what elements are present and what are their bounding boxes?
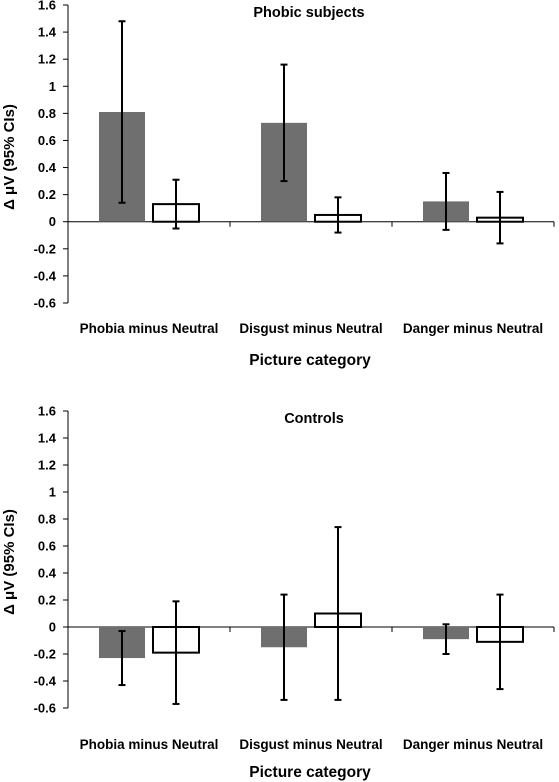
x-axis-label: Picture category <box>249 764 371 781</box>
y-tick-label: 0.2 <box>38 187 56 202</box>
y-tick-label: 1.4 <box>38 25 57 40</box>
y-axis-label: Δ μV (95% CIs) <box>1 509 18 615</box>
y-tick-label: 0.6 <box>38 133 56 148</box>
y-tick-label: -0.6 <box>34 701 56 716</box>
x-axis-label: Picture category <box>249 352 371 369</box>
chart-title: Phobic subjects <box>253 5 364 21</box>
y-tick-label: 1 <box>49 485 56 500</box>
y-tick-label: 0.8 <box>38 106 56 121</box>
y-tick-label: 1.2 <box>38 52 56 67</box>
y-tick-label: 0.4 <box>38 160 57 175</box>
y-tick-label: 1.4 <box>38 431 57 446</box>
chart-panel-controls: Controls Picture category Δ μV (95% CIs)… <box>1 404 555 781</box>
y-tick-label: 1.6 <box>38 404 56 419</box>
chart-panel-phobic: Phobic subjects Picture category Δ μV (9… <box>1 0 555 369</box>
y-tick-label: 1 <box>49 79 56 94</box>
y-tick-label: 0.6 <box>38 539 56 554</box>
y-tick-label: 0.2 <box>38 593 56 608</box>
y-tick-label: 0.4 <box>38 566 57 581</box>
y-tick-label: -0.2 <box>34 647 56 662</box>
category-label: Danger minus Neutral <box>403 321 543 336</box>
y-axis-label: Δ μV (95% CIs) <box>1 104 18 210</box>
category-label: Phobia minus Neutral <box>80 321 219 336</box>
y-tick-label: -0.4 <box>34 268 57 283</box>
category-label: Danger minus Neutral <box>403 737 543 752</box>
y-tick-label: -0.6 <box>34 296 56 311</box>
chart-title: Controls <box>284 411 344 427</box>
category-label: Disgust minus Neutral <box>239 321 382 336</box>
category-label: Disgust minus Neutral <box>239 737 382 752</box>
y-tick-label: 1.6 <box>38 0 56 13</box>
category-label: Phobia minus Neutral <box>80 737 219 752</box>
y-tick-label: 1.2 <box>38 458 56 473</box>
y-tick-label: 0.8 <box>38 512 56 527</box>
y-tick-label: 0 <box>49 214 56 229</box>
y-tick-label: -0.2 <box>34 241 56 256</box>
y-tick-label: -0.4 <box>34 674 57 689</box>
y-tick-label: 0 <box>49 620 56 635</box>
